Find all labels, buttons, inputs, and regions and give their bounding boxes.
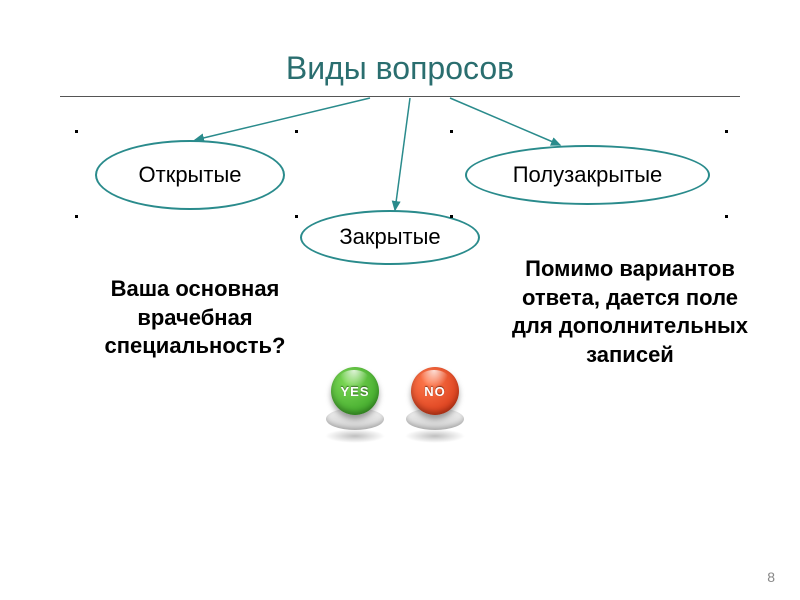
yes-button-label: YES [340,384,369,399]
corner-dot [725,215,728,218]
no-button-shadow [405,429,465,443]
yes-button[interactable]: YES [320,365,390,435]
node-open: Открытые [95,140,285,210]
node-closed: Закрытые [300,210,480,265]
corner-dot [295,215,298,218]
node-open-label: Открытые [139,163,242,187]
corner-dot [75,215,78,218]
arrow [195,98,370,140]
slide-number: 8 [767,569,775,585]
yes-button-shadow [325,429,385,443]
arrow [395,98,410,210]
corner-dot [295,130,298,133]
no-button[interactable]: NO [400,365,470,435]
no-button-cap: NO [411,367,459,415]
arrow [450,98,560,145]
yes-button-cap: YES [331,367,379,415]
node-closed-label: Закрытые [339,225,440,249]
description-open: Ваша основная врачебная специальность? [70,275,320,361]
corner-dot [75,130,78,133]
node-semi: Полузакрытые [465,145,710,205]
no-button-label: NO [424,384,446,399]
node-semi-label: Полузакрытые [513,163,663,187]
corner-dot [450,130,453,133]
corner-dot [725,130,728,133]
description-semi: Помимо вариантов ответа, дается поле для… [500,255,760,369]
corner-dot [450,215,453,218]
